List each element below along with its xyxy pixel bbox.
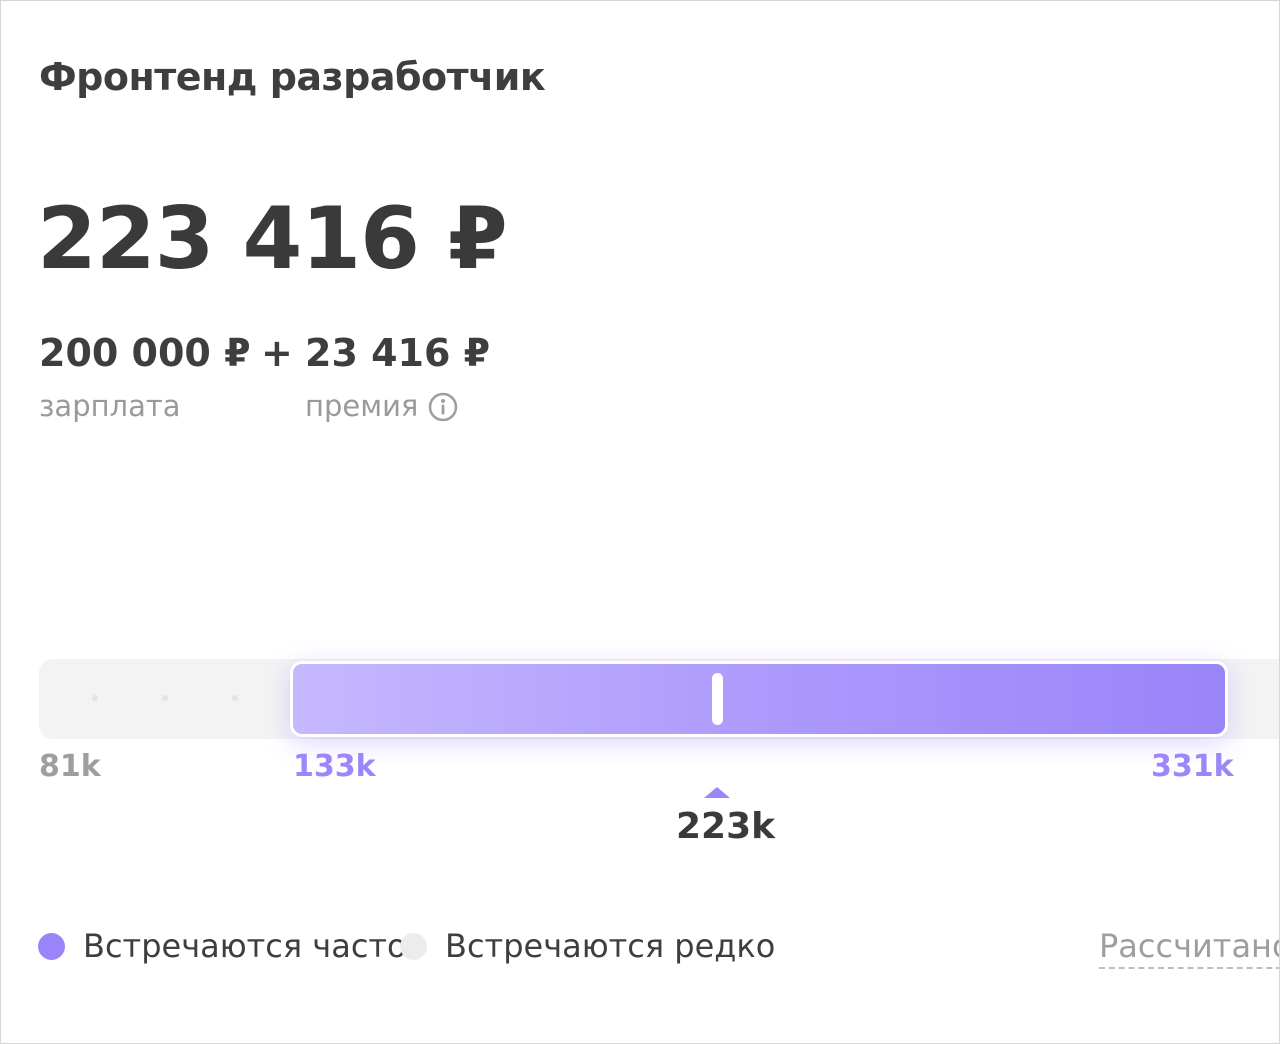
track-dot [162,695,168,701]
rare-legend-dot [400,933,427,960]
track-dot [92,695,98,701]
range-min-label: 81k [39,749,101,784]
track-dot [232,695,238,701]
range-low-label: 133k [293,749,376,784]
total-pay: 223 416 ₽ [37,189,508,289]
calculated-link[interactable]: Рассчитано [1099,927,1279,969]
salary-value: 200 000 ₽ [39,331,251,375]
often-legend-dot [38,933,65,960]
common-salary-range [290,661,1228,737]
info-icon[interactable] [428,392,458,422]
current-pointer-icon [704,787,730,798]
salary-caption: зарплата [39,389,181,423]
bonus-caption-group: премия [305,389,458,423]
often-legend-label: Встречаются часто [83,927,407,965]
current-salary-marker [712,673,723,725]
current-salary-label: 223k [676,806,776,847]
bonus-value: 23 416 ₽ [305,331,491,375]
job-title: Фронтенд разработчик [39,55,546,99]
range-high-label: 331k [1151,749,1234,784]
bonus-caption: премия [305,389,419,423]
rare-legend-label: Встречаются редко [445,927,776,965]
plus-sign: + [261,331,293,375]
